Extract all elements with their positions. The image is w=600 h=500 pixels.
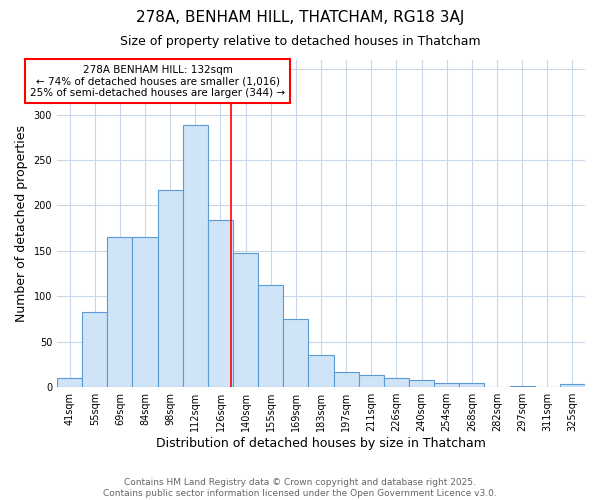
Bar: [459, 382, 484, 387]
Bar: [560, 384, 585, 387]
Bar: [283, 319, 308, 387]
Y-axis label: Number of detached properties: Number of detached properties: [15, 125, 28, 322]
Bar: [384, 378, 409, 387]
Bar: [233, 252, 258, 387]
Bar: [258, 284, 283, 387]
Bar: [409, 380, 434, 387]
Bar: [133, 237, 158, 387]
Bar: [208, 220, 233, 387]
Bar: [359, 376, 384, 387]
Bar: [107, 237, 133, 387]
Text: Size of property relative to detached houses in Thatcham: Size of property relative to detached ho…: [119, 35, 481, 48]
Text: 278A, BENHAM HILL, THATCHAM, RG18 3AJ: 278A, BENHAM HILL, THATCHAM, RG18 3AJ: [136, 10, 464, 25]
Bar: [334, 372, 359, 387]
Bar: [183, 126, 208, 387]
X-axis label: Distribution of detached houses by size in Thatcham: Distribution of detached houses by size …: [156, 437, 486, 450]
Text: 278A BENHAM HILL: 132sqm
← 74% of detached houses are smaller (1,016)
25% of sem: 278A BENHAM HILL: 132sqm ← 74% of detach…: [30, 64, 285, 98]
Bar: [308, 356, 334, 387]
Bar: [434, 382, 459, 387]
Text: Contains HM Land Registry data © Crown copyright and database right 2025.
Contai: Contains HM Land Registry data © Crown c…: [103, 478, 497, 498]
Bar: [82, 312, 107, 387]
Bar: [57, 378, 82, 387]
Bar: [509, 386, 535, 387]
Bar: [158, 190, 183, 387]
